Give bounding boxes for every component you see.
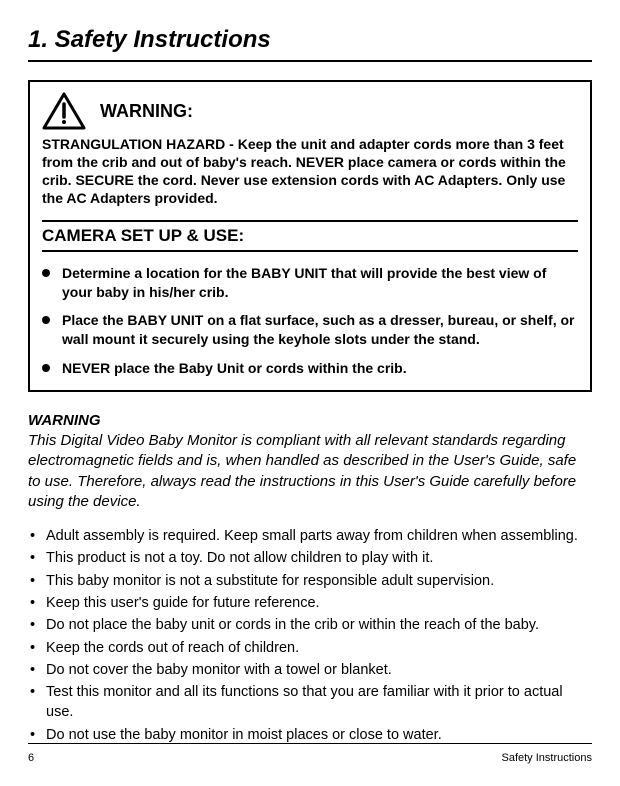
setup-label: CAMERA SET UP & USE: (42, 226, 244, 245)
list-item: •Test this monitor and all its functions… (28, 682, 592, 723)
list-item-text: Adult assembly is required. Keep small p… (46, 526, 578, 546)
list-item-text: Keep the cords out of reach of children. (46, 638, 299, 658)
bullet-mark-icon: • (28, 660, 46, 680)
setup-item: Determine a location for the BABY UNIT t… (42, 264, 578, 302)
bullet-mark-icon: • (28, 571, 46, 591)
list-item: •Do not place the baby unit or cords in … (28, 615, 592, 635)
bullet-mark-icon: • (28, 725, 46, 745)
footer-section: Safety Instructions (502, 752, 593, 764)
bullet-icon (42, 364, 50, 372)
bullet-mark-icon: • (28, 615, 46, 635)
bullet-mark-icon: • (28, 526, 46, 546)
bullet-mark-icon: • (28, 548, 46, 568)
page-title: 1. Safety Instructions (28, 26, 592, 62)
warning-header: WARNING: (42, 92, 578, 130)
warning-label: WARNING: (100, 101, 193, 122)
list-item: •This baby monitor is not a substitute f… (28, 571, 592, 591)
warning-box: WARNING: STRANGULATION HAZARD - Keep the… (28, 80, 592, 392)
list-item-text: Do not cover the baby monitor with a tow… (46, 660, 392, 680)
warning-top: WARNING: STRANGULATION HAZARD - Keep the… (30, 82, 590, 220)
setup-item-text: Determine a location for the BABY UNIT t… (62, 264, 578, 302)
setup-header: CAMERA SET UP & USE: (42, 220, 578, 252)
page-number: 6 (28, 752, 34, 764)
list-item: •Do not use the baby monitor in moist pl… (28, 725, 592, 745)
bullet-mark-icon: • (28, 682, 46, 702)
setup-item: Place the BABY UNIT on a flat surface, s… (42, 311, 578, 349)
bullet-list: •Adult assembly is required. Keep small … (28, 526, 592, 745)
warning-text: STRANGULATION HAZARD - Keep the unit and… (42, 136, 578, 208)
bullet-icon (42, 269, 50, 277)
bullet-mark-icon: • (28, 593, 46, 613)
setup-item-text: Place the BABY UNIT on a flat surface, s… (62, 311, 578, 349)
list-item-text: This product is not a toy. Do not allow … (46, 548, 433, 568)
setup-item-text: NEVER place the Baby Unit or cords withi… (62, 359, 407, 378)
bullet-mark-icon: • (28, 638, 46, 658)
list-item-text: Do not place the baby unit or cords in t… (46, 615, 539, 635)
list-item-text: Do not use the baby monitor in moist pla… (46, 725, 442, 745)
list-item-text: This baby monitor is not a substitute fo… (46, 571, 494, 591)
setup-item: NEVER place the Baby Unit or cords withi… (42, 359, 578, 378)
page-footer: 6 Safety Instructions (28, 743, 592, 764)
setup-body: Determine a location for the BABY UNIT t… (30, 252, 590, 390)
bullet-icon (42, 316, 50, 324)
list-item: •Adult assembly is required. Keep small … (28, 526, 592, 546)
list-item-text: Keep this user's guide for future refere… (46, 593, 320, 613)
lower-warning-text: This Digital Video Baby Monitor is compl… (28, 431, 592, 512)
list-item-text: Test this monitor and all its functions … (46, 682, 592, 723)
list-item: •Keep the cords out of reach of children… (28, 638, 592, 658)
list-item: •Keep this user's guide for future refer… (28, 593, 592, 613)
list-item: •Do not cover the baby monitor with a to… (28, 660, 592, 680)
lower-warning-heading: WARNING (28, 412, 592, 429)
list-item: •This product is not a toy. Do not allow… (28, 548, 592, 568)
warning-triangle-icon (42, 92, 86, 130)
